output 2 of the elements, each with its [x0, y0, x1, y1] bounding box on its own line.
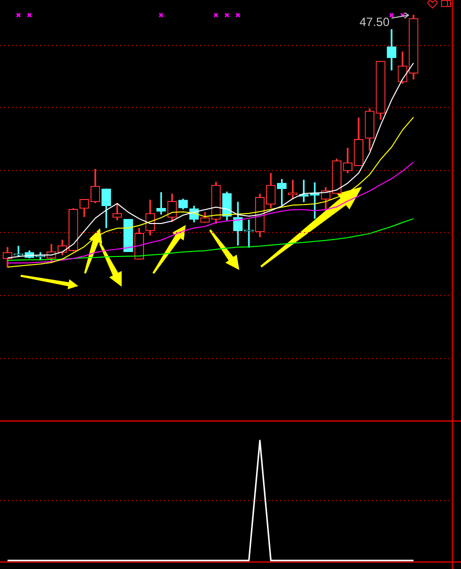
candlestick [123, 218, 134, 252]
annotation: 47.50 [359, 15, 390, 30]
